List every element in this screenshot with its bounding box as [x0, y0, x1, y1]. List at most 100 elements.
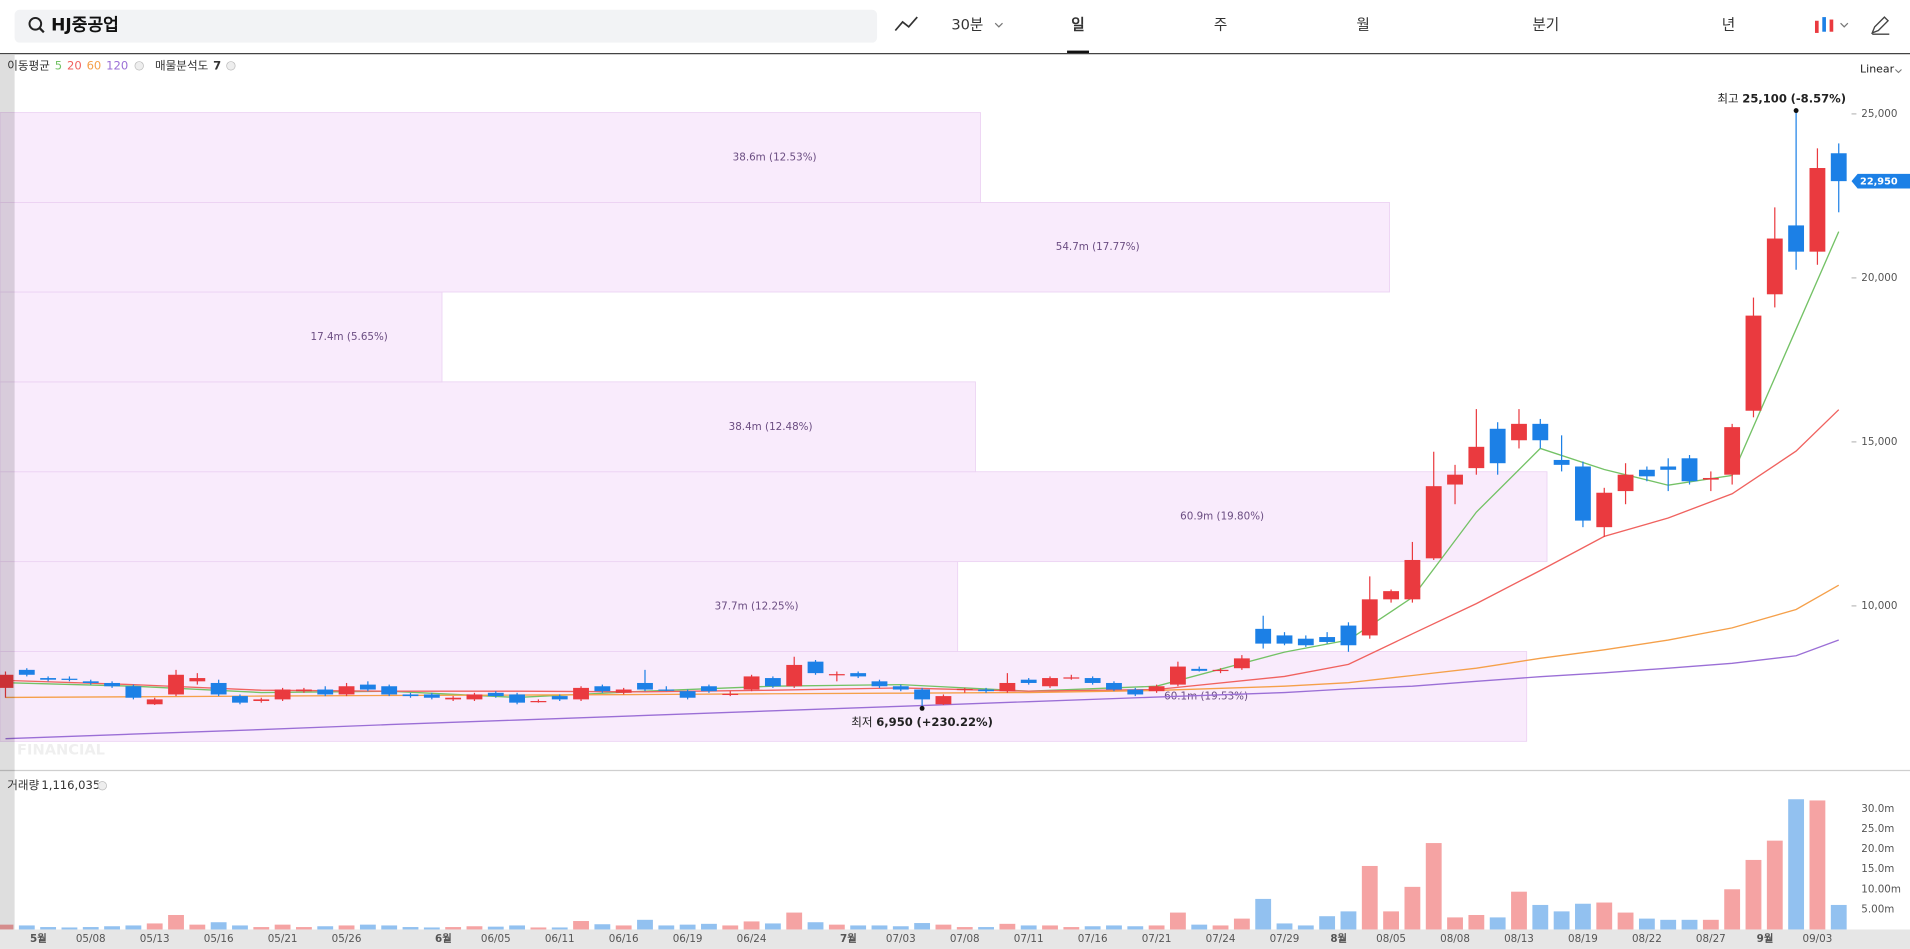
candle-body [317, 689, 334, 695]
period-tab[interactable]: 분기 [1532, 17, 1559, 34]
candle-body [466, 694, 483, 700]
x-tick-label: 06/19 [673, 933, 703, 945]
volume-tick-label: 10.00m [1861, 883, 1901, 895]
volume-tick-label: 30.0m [1861, 803, 1894, 815]
volume-bar [1361, 865, 1378, 930]
candle-body [61, 678, 78, 680]
volume-bar [104, 926, 120, 930]
volume-bar [253, 927, 270, 930]
volume-profile-label: 60.9m (19.80%) [1180, 511, 1264, 523]
volume-bar [1084, 926, 1101, 930]
volume-bar [551, 927, 568, 930]
volume-bar [1404, 886, 1421, 930]
volume-tick-label: 5.00m [1861, 903, 1894, 915]
x-tick-label: 07/29 [1270, 933, 1300, 945]
candle-body [1724, 427, 1741, 475]
candle-body [509, 694, 526, 703]
x-tick-label: 5월 [30, 932, 47, 945]
x-tick-label: 07/11 [1014, 933, 1044, 945]
volume-bar [999, 923, 1016, 930]
chart-type-icon[interactable] [1822, 17, 1826, 32]
volume-bar [871, 925, 888, 930]
period-tab[interactable]: 년 [1722, 17, 1735, 34]
candle-body [0, 674, 14, 688]
candle-body [253, 699, 270, 702]
ma-legend-label: 이동평균 [7, 58, 50, 72]
volume-bar [359, 924, 376, 930]
candle-body [1788, 225, 1805, 252]
moving-average-line [5, 409, 1840, 693]
candle-body [1766, 238, 1783, 295]
volume-pane: 5.00m 10.00m 15.0m 20.0m 25.0m 30.0m [0, 799, 1901, 930]
candle-body [1511, 423, 1527, 441]
search-text[interactable]: HJ중공업 [51, 16, 119, 36]
volume-bar [828, 924, 845, 930]
annotation-part: 6,950 [876, 714, 913, 728]
volume-bar [1724, 889, 1741, 930]
candle-body [828, 674, 845, 676]
candle-body [1830, 153, 1847, 182]
indicator-icon[interactable] [894, 16, 918, 32]
candle-body [274, 689, 291, 700]
candle-body [1660, 466, 1677, 470]
volume-bar [679, 924, 696, 930]
period-tab[interactable]: 주 [1214, 17, 1227, 34]
candle-body [530, 701, 547, 703]
volume-profile-label: 38.4m (12.48%) [729, 421, 813, 433]
close-icon[interactable] [226, 61, 236, 71]
volume-bar [317, 926, 334, 930]
candle-body [1489, 428, 1506, 464]
candle-body [594, 686, 611, 692]
interval-button[interactable]: 30분 [951, 17, 983, 34]
candle-body [1297, 638, 1314, 646]
x-tick-label: 6월 [435, 932, 452, 945]
x-tick-label: 08/22 [1632, 933, 1662, 945]
volume-bar [1553, 911, 1570, 930]
scale-button[interactable]: Linear [1860, 62, 1895, 75]
price-pane: FINANCIAL 60.1m (19.53%) 37.7m (12.25%) 60.… [0, 91, 1910, 758]
volume-bar [1532, 904, 1549, 930]
volume-profile-label: 54.7m (17.77%) [1056, 241, 1140, 253]
x-tick-label: 8월 [1330, 932, 1347, 945]
chart-type-icon[interactable] [1814, 20, 1819, 33]
candle-body [1809, 168, 1826, 252]
candle-body [40, 678, 57, 680]
period-tab[interactable]: 일 [1071, 17, 1084, 34]
volume-bar [1638, 918, 1655, 930]
search-box[interactable] [14, 9, 878, 43]
candle-body [1276, 635, 1293, 644]
candle-body [210, 682, 227, 695]
volume-bar [1020, 925, 1037, 930]
volume-bar [1319, 916, 1336, 930]
draw-icon[interactable] [1871, 16, 1890, 35]
close-icon[interactable] [97, 781, 107, 791]
candle-body [82, 681, 99, 683]
volume-bar [445, 927, 462, 930]
volume-profile-bar [0, 561, 959, 652]
volume-bar [1383, 911, 1400, 930]
x-tick-label: 07/08 [950, 933, 980, 945]
y-tick-label: 25,000 [1861, 108, 1897, 120]
candle-body [1383, 591, 1400, 600]
candle-body [1447, 474, 1463, 485]
watermark: FINANCIAL [17, 741, 105, 758]
candle-body [1255, 628, 1272, 644]
x-tick-label: 05/13 [140, 933, 170, 945]
candle-body [850, 673, 867, 677]
candle-body [1063, 677, 1080, 679]
chart-type-icon[interactable] [1829, 19, 1834, 32]
volume-bar [18, 925, 35, 930]
volume-bar [1127, 926, 1144, 930]
volume-bar [956, 927, 973, 930]
close-icon[interactable] [134, 61, 144, 71]
volume-bar [1425, 843, 1442, 930]
volume-bar [1212, 925, 1229, 930]
volume-bar [210, 922, 227, 930]
candle-body [1042, 678, 1058, 687]
volume-bar [487, 926, 504, 930]
candle-body [615, 689, 632, 693]
period-tab[interactable]: 월 [1356, 17, 1369, 34]
volume-bar [1575, 903, 1591, 930]
x-tick-label: 7월 [840, 932, 857, 945]
volume-profile-bar [0, 471, 1548, 563]
